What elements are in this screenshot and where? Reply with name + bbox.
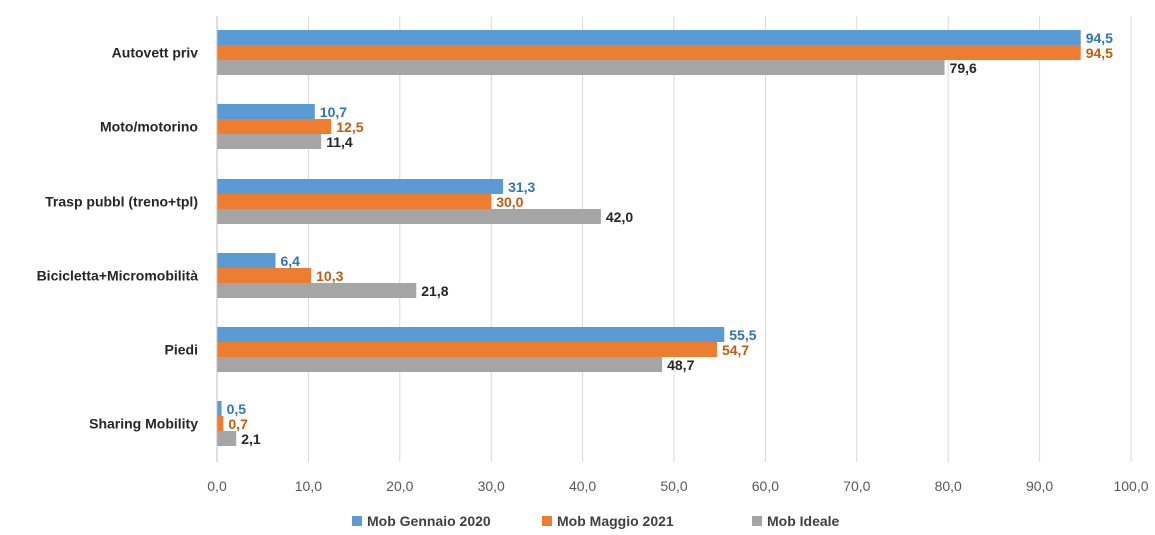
legend-swatch	[752, 516, 762, 526]
bar-mob-maggio-2021	[217, 268, 312, 283]
bar-mob-ideale	[217, 134, 322, 149]
bar-mob-gennaio-2020	[217, 179, 504, 194]
x-tick-label: 100,0	[1113, 478, 1148, 494]
data-label: 2,1	[241, 431, 261, 447]
bar-mob-gennaio-2020	[217, 104, 315, 119]
data-label: 12,5	[336, 119, 363, 135]
bar-mob-maggio-2021	[217, 342, 717, 357]
data-label: 31,3	[508, 179, 535, 195]
data-label: 94,5	[1086, 30, 1113, 46]
category-label: Autovett priv	[112, 45, 199, 61]
bar-mob-gennaio-2020	[217, 401, 222, 416]
bar-mob-ideale	[217, 60, 945, 75]
x-tick-label: 50,0	[660, 478, 687, 494]
bar-mob-maggio-2021	[217, 194, 492, 209]
bar-mob-maggio-2021	[217, 45, 1081, 60]
data-label: 0,7	[228, 416, 248, 432]
x-tick-label: 10,0	[295, 478, 322, 494]
x-tick-label: 90,0	[1026, 478, 1053, 494]
legend-label: Mob Maggio 2021	[557, 513, 674, 529]
data-label: 48,7	[667, 357, 694, 373]
category-label: Moto/motorino	[100, 119, 198, 135]
bar-mob-ideale	[217, 357, 663, 372]
bar-mob-gennaio-2020	[217, 253, 276, 268]
data-label: 10,7	[320, 104, 347, 120]
legend-label: Mob Ideale	[767, 513, 840, 529]
category-label: Sharing Mobility	[89, 416, 198, 432]
data-label: 11,4	[326, 134, 353, 150]
data-label: 10,3	[316, 268, 343, 284]
x-tick-label: 70,0	[843, 478, 870, 494]
x-tick-label: 20,0	[386, 478, 413, 494]
legend-label: Mob Gennaio 2020	[367, 513, 491, 529]
bar-mob-maggio-2021	[217, 119, 332, 134]
data-label: 30,0	[496, 194, 523, 210]
x-tick-label: 40,0	[569, 478, 596, 494]
x-axis: 0,0 10,0 20,0 30,0 40,0 50,0 60,0 70,0 80,0 90,0 1…	[207, 16, 1149, 494]
x-tick-label: 60,0	[752, 478, 779, 494]
category-label: Piedi	[165, 342, 198, 358]
bar-mob-ideale	[217, 283, 417, 298]
legend-swatch	[352, 516, 362, 526]
legend-swatch	[542, 516, 552, 526]
bar-mob-ideale	[217, 431, 237, 446]
bars	[217, 30, 1081, 446]
data-label: 54,7	[722, 342, 749, 358]
data-labels: 94,5 10,7 31,3 6,4 55,5 0,5 94,5 12,5 30,0 10,3 54…	[227, 30, 1114, 447]
data-label: 94,5	[1086, 45, 1113, 61]
data-label: 55,5	[729, 327, 756, 343]
bar-mob-ideale	[217, 209, 601, 224]
data-label: 21,8	[421, 283, 448, 299]
category-labels: Autovett priv Moto/motorino Trasp pubbl (t…	[37, 45, 199, 432]
x-tick-label: 0,0	[207, 478, 227, 494]
data-label: 6,4	[280, 253, 300, 269]
data-label: 79,6	[950, 60, 977, 76]
gridlines	[216, 16, 1132, 462]
x-tick-label: 80,0	[935, 478, 962, 494]
bar-mob-gennaio-2020	[217, 30, 1081, 45]
bar-mob-maggio-2021	[217, 416, 224, 431]
legend: Mob Gennaio 2020 Mob Maggio 2021 Mob Ideal…	[352, 513, 840, 529]
bar-mob-gennaio-2020	[217, 327, 725, 342]
x-tick-label: 30,0	[478, 478, 505, 494]
data-label: 42,0	[606, 209, 633, 225]
data-label: 0,5	[227, 401, 247, 417]
category-label: Bicicletta+Micromobilità	[37, 268, 199, 284]
category-label: Trasp pubbl (treno+tpl)	[45, 194, 198, 210]
